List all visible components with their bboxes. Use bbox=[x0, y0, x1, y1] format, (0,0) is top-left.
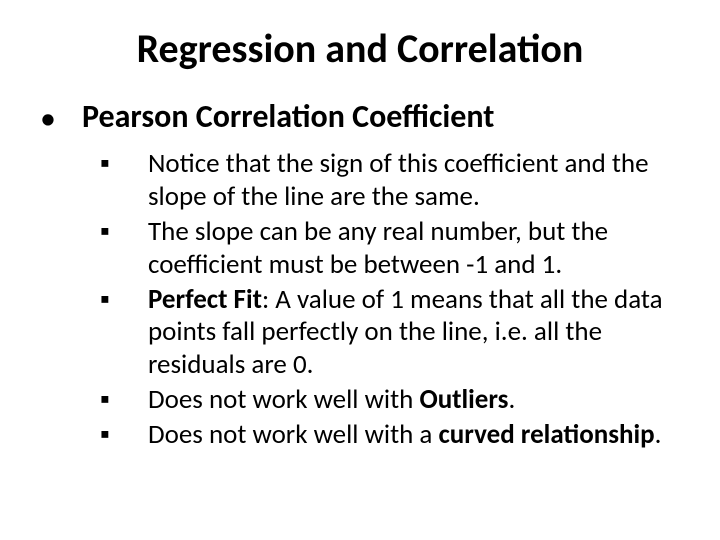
text-run: The slope can be any real number, but th… bbox=[148, 215, 608, 281]
text-run: . bbox=[655, 418, 662, 451]
level2-text: Does not work well with Outliers. bbox=[148, 384, 515, 417]
text-run: Does not work well with bbox=[148, 383, 419, 416]
bullet-level2: ▪Perfect Fit: A value of 1 means that al… bbox=[100, 284, 680, 383]
level2-text: Does not work well with a curved relatio… bbox=[148, 419, 661, 452]
slide-title: Regression and Correlation bbox=[40, 24, 680, 73]
text-run: Notice that the sign of this coefficient… bbox=[148, 147, 649, 213]
level2-list: ▪Notice that the sign of this coefficien… bbox=[40, 148, 680, 452]
text-run: Does not work well with a bbox=[148, 418, 438, 451]
bold-run: Outliers bbox=[419, 383, 508, 416]
bullet-square-icon: ▪ bbox=[100, 384, 148, 417]
level2-text: Notice that the sign of this coefficient… bbox=[148, 148, 680, 214]
bold-run: Perfect Fit bbox=[148, 283, 262, 316]
text-run: . bbox=[508, 383, 515, 416]
bullet-level2: ▪Notice that the sign of this coefficien… bbox=[100, 148, 680, 214]
bullet-level2: ▪The slope can be any real number, but t… bbox=[100, 216, 680, 282]
bullet-level1: • Pearson Correlation Coefficient bbox=[40, 99, 680, 138]
slide: Regression and Correlation • Pearson Cor… bbox=[0, 0, 720, 540]
bold-run: curved relationship bbox=[438, 418, 654, 451]
bullet-square-icon: ▪ bbox=[100, 148, 148, 181]
level2-text: The slope can be any real number, but th… bbox=[148, 216, 680, 282]
bullet-square-icon: ▪ bbox=[100, 284, 148, 317]
bullet-dot-icon: • bbox=[40, 99, 82, 138]
bullet-level2: ▪Does not work well with a curved relati… bbox=[100, 419, 680, 452]
bullet-level2: ▪Does not work well with Outliers. bbox=[100, 384, 680, 417]
level2-text: Perfect Fit: A value of 1 means that all… bbox=[148, 284, 680, 383]
bullet-square-icon: ▪ bbox=[100, 419, 148, 452]
level1-text: Pearson Correlation Coefficient bbox=[82, 99, 494, 136]
bullet-square-icon: ▪ bbox=[100, 216, 148, 249]
